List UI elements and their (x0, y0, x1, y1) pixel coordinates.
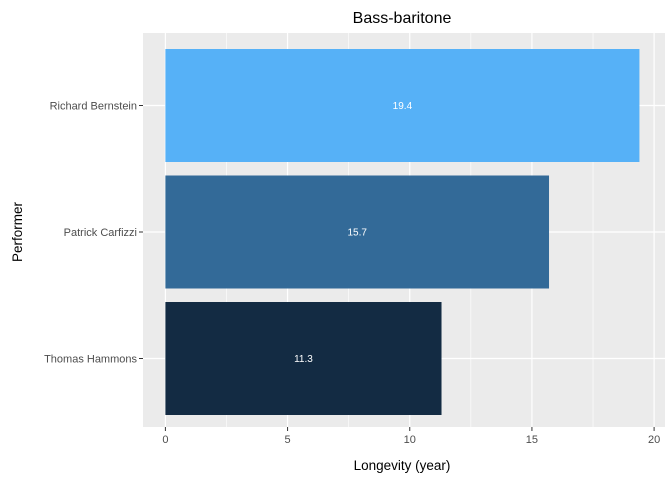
y-tick-label: Thomas Hammons (44, 354, 137, 366)
bar-value-label: 15.7 (347, 228, 367, 239)
y-axis-title: Performer (10, 201, 25, 262)
x-tick-label: 10 (404, 434, 416, 446)
y-tick-label: Patrick Carfizzi (64, 227, 137, 239)
x-axis-ticks: 0 5 10 15 20 (162, 427, 660, 446)
bar-value-label: 19.4 (393, 101, 413, 112)
bar-value-labels: 19.4 15.7 11.3 (294, 101, 412, 365)
x-tick-label: 0 (162, 434, 168, 446)
x-tick-label: 20 (648, 434, 660, 446)
y-axis-ticks: Richard Bernstein Patrick Carfizzi Thomas … (44, 101, 143, 366)
bars (165, 49, 640, 415)
bar (165, 302, 442, 415)
x-tick-label: 5 (285, 434, 291, 446)
y-tick-label: Richard Bernstein (50, 101, 137, 113)
bar (165, 175, 550, 289)
x-axis-title: Longevity (year) (354, 458, 451, 473)
x-tick-label: 15 (526, 434, 538, 446)
bar (165, 49, 640, 162)
chart-title: Bass-baritone (353, 10, 452, 27)
bar-value-label: 11.3 (294, 354, 313, 365)
